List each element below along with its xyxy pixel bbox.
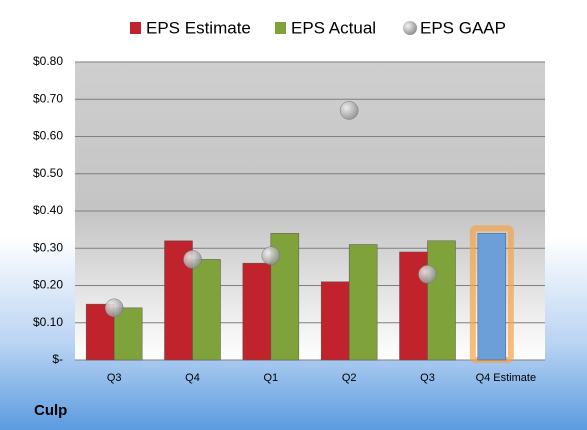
y-tick-label: $0.80 — [33, 54, 63, 68]
bar — [113, 307, 143, 361]
y-tick-label: $0.70 — [33, 91, 63, 105]
company-name: Culp — [34, 402, 67, 419]
legend-marker — [275, 22, 286, 34]
y-tick-label: $0.10 — [33, 315, 63, 329]
x-tick-label: Q1 — [263, 372, 278, 384]
gaap-point — [261, 246, 281, 265]
bar — [427, 240, 456, 361]
legend-marker — [130, 22, 141, 34]
x-tick-label: Q4 — [185, 372, 200, 384]
legend-label: EPS Estimate — [146, 18, 251, 37]
gaap-point — [104, 298, 124, 318]
gaap-point — [418, 265, 437, 284]
y-tick-label: $0.30 — [33, 240, 63, 254]
bar — [192, 259, 221, 361]
bar — [85, 303, 115, 361]
bar — [242, 262, 272, 361]
x-tick-label: Q4 Estimate — [476, 372, 537, 384]
legend-label: EPS Actual — [291, 18, 376, 37]
x-tick-label: Q3 — [420, 372, 435, 384]
y-tick-label: $- — [52, 352, 63, 366]
x-tick-label: Q3 — [107, 372, 122, 384]
y-tick-label: $0.50 — [33, 166, 63, 180]
bar — [348, 244, 378, 361]
x-tick-label: Q2 — [342, 372, 357, 384]
y-tick-label: $0.60 — [33, 129, 63, 143]
legend-marker — [403, 21, 417, 35]
y-tick-label: $0.20 — [33, 278, 63, 292]
gaap-point — [339, 101, 359, 120]
legend-label: EPS GAAP — [420, 18, 506, 37]
bar — [477, 233, 507, 361]
gaap-point — [183, 250, 202, 269]
y-tick-label: $0.40 — [33, 203, 63, 217]
bar — [320, 281, 350, 361]
